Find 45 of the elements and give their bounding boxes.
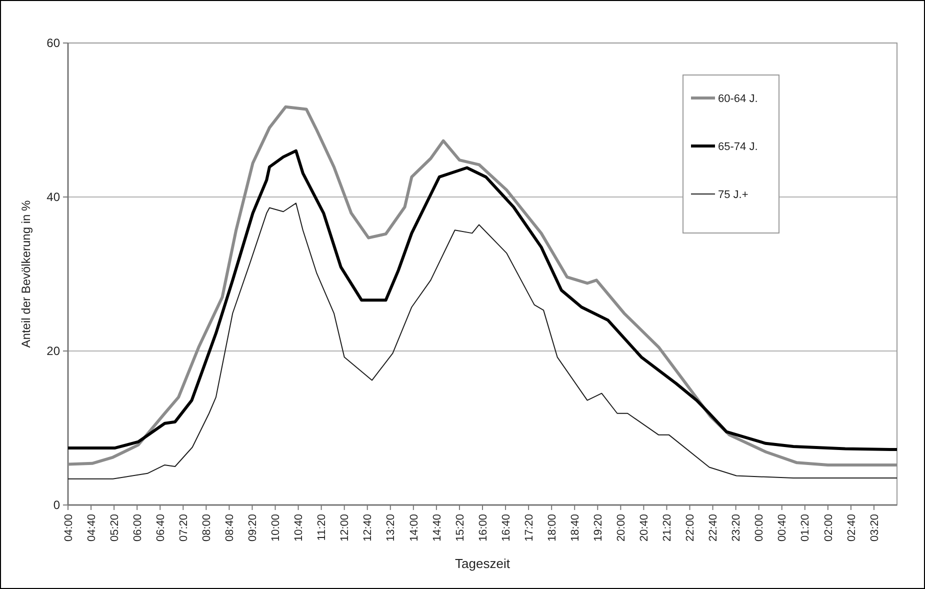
x-tick-label: 14:00 [408, 514, 420, 542]
x-tick-label: 02:40 [846, 514, 858, 542]
x-tick-label: 07:20 [178, 514, 190, 542]
x-tick-label: 00:40 [776, 514, 789, 542]
x-tick-label: 04:00 [62, 514, 75, 542]
x-tick-label: 12:00 [339, 514, 352, 542]
x-tick-label: 10:00 [270, 514, 282, 542]
x-axis-title: Tageszeit [455, 556, 510, 571]
legend-label: 75 J.+ [718, 188, 748, 201]
x-tick-label: 22:40 [708, 514, 720, 542]
x-tick-label: 23:20 [730, 514, 743, 542]
x-tick-label: 12:40 [362, 514, 374, 542]
x-tick-label: 18:00 [546, 514, 558, 542]
x-tick-label: 03:20 [868, 514, 881, 542]
x-tick-label: 01:20 [800, 514, 812, 542]
x-tick-label: 02:00 [822, 514, 835, 542]
x-tick-label: 11:20 [316, 514, 328, 541]
x-tick-label: 06:40 [154, 514, 167, 542]
x-tick-label: 04:40 [86, 514, 98, 542]
x-tick-label: 10:40 [293, 514, 306, 542]
y-tick-label: 40 [46, 190, 60, 204]
y-tick-label: 0 [53, 498, 60, 512]
x-tick-label: 18:40 [569, 514, 582, 542]
x-tick-label: 00:00 [754, 514, 766, 542]
x-tick-label: 20:00 [616, 514, 628, 542]
x-tick-label: 06:00 [132, 514, 144, 542]
x-tick-label: 14:40 [431, 514, 444, 542]
x-tick-label: 09:20 [247, 514, 260, 542]
x-tick-label: 05:20 [108, 514, 121, 542]
x-tick-label: 22:00 [684, 514, 697, 542]
legend-label: 65-74 J. [718, 140, 758, 153]
legend-label: 60-64 J. [718, 92, 758, 105]
y-tick-label: 60 [46, 36, 60, 50]
x-tick-label: 21:20 [662, 514, 674, 542]
x-tick-label: 15:20 [454, 514, 466, 542]
x-tick-label: 17:20 [523, 514, 536, 542]
x-tick-label: 20:40 [638, 514, 651, 542]
x-tick-label: 08:40 [224, 514, 236, 542]
x-tick-label: 13:20 [385, 514, 398, 542]
x-tick-label: 16:00 [477, 514, 490, 542]
x-tick-label: 16:40 [500, 514, 512, 542]
y-tick-label: 20 [46, 344, 60, 358]
x-tick-label: 08:00 [201, 514, 214, 542]
x-tick-label: 19:20 [592, 514, 604, 542]
y-axis-title: Anteil der Bevölkerung in % [19, 200, 33, 348]
